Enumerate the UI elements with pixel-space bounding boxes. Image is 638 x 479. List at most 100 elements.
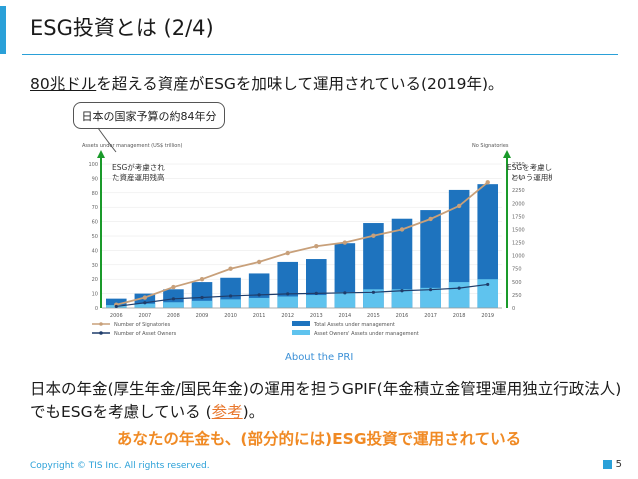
point-signatories bbox=[256, 259, 262, 265]
point-asset-owners bbox=[314, 291, 318, 295]
legend-marker bbox=[99, 322, 103, 326]
bar-asset-owners bbox=[191, 300, 213, 308]
y-tick-right: 1750 bbox=[512, 214, 525, 220]
legend-label: Number of Signatories bbox=[114, 322, 171, 328]
annotation-left: ESGが考慮され bbox=[112, 162, 165, 172]
y-tick-left: 100 bbox=[88, 162, 98, 168]
bar-total-assets bbox=[277, 261, 298, 308]
headline-amount: 80兆ドル bbox=[30, 75, 97, 93]
point-asset-owners bbox=[228, 294, 233, 298]
y-tick-right: 1250 bbox=[512, 241, 525, 247]
legend-swatch bbox=[292, 321, 310, 326]
callout-bubble: 日本の国家予算の約84年分 bbox=[73, 102, 225, 129]
y-tick-left: 0 bbox=[95, 306, 98, 312]
legend-marker bbox=[99, 331, 103, 335]
y-tick-left: 60 bbox=[92, 220, 98, 226]
point-asset-owners bbox=[257, 293, 261, 297]
legend-swatch bbox=[292, 330, 310, 335]
copyright: Copyright © TIS Inc. All rights reserved… bbox=[30, 461, 210, 471]
title-accent-bar bbox=[0, 6, 6, 54]
y-tick-left: 20 bbox=[92, 277, 98, 283]
bar-asset-owners bbox=[420, 287, 441, 308]
annotation-right: ESGを考慮します bbox=[507, 162, 552, 172]
callout-text: 日本の国家予算の約84年分 bbox=[81, 109, 217, 123]
point-asset-owners bbox=[400, 289, 404, 293]
bar-total-assets bbox=[363, 223, 384, 308]
x-tick: 2007 bbox=[138, 313, 151, 319]
legend-label: Asset Owners' Assets under management bbox=[314, 331, 419, 337]
point-asset-owners bbox=[486, 282, 490, 287]
x-tick: 2013 bbox=[310, 313, 323, 319]
point-asset-owners bbox=[286, 292, 290, 296]
x-tick: 2015 bbox=[367, 313, 380, 319]
x-tick: 2018 bbox=[453, 313, 466, 319]
point-signatories bbox=[371, 233, 376, 238]
bar-asset-owners bbox=[448, 282, 470, 308]
x-tick: 2019 bbox=[481, 313, 494, 319]
about-pri-link[interactable]: About the PRI bbox=[285, 352, 354, 363]
point-signatories bbox=[199, 277, 205, 282]
bar-asset-owners bbox=[391, 289, 413, 308]
point-signatories bbox=[428, 216, 433, 222]
x-tick: 2014 bbox=[338, 313, 351, 319]
point-asset-owners bbox=[457, 286, 461, 290]
body-text-after: )。 bbox=[242, 403, 265, 421]
point-signatories bbox=[142, 295, 148, 300]
y-tick-right: 750 bbox=[512, 267, 522, 273]
point-asset-owners bbox=[428, 288, 433, 292]
x-tick: 2006 bbox=[110, 313, 123, 319]
y-tick-right: 2500 bbox=[512, 175, 525, 181]
page-title: ESG投資とは (2/4) bbox=[30, 16, 214, 40]
x-tick: 2009 bbox=[196, 313, 209, 319]
chart-svg: Assets under management (US$ trillion) No… bbox=[82, 143, 567, 337]
right-axis-arrowhead bbox=[503, 150, 511, 158]
page-number: 5 bbox=[602, 459, 622, 470]
y-tick-left: 80 bbox=[92, 191, 98, 197]
point-signatories bbox=[228, 266, 233, 271]
x-tick: 2010 bbox=[224, 313, 237, 319]
page-marker-icon bbox=[602, 460, 612, 469]
point-signatories bbox=[342, 240, 348, 245]
headline-rest: を超える資産がESGを加味して運用されている(2019年)。 bbox=[96, 75, 504, 93]
point-asset-owners bbox=[371, 290, 376, 294]
y-tick-left: 70 bbox=[92, 205, 98, 211]
bar-asset-owners bbox=[477, 279, 498, 308]
point-asset-owners bbox=[343, 291, 347, 295]
chart-header-left: Assets under management (US$ trillion) bbox=[82, 143, 183, 149]
x-tick: 2016 bbox=[396, 313, 409, 319]
bar-total-assets bbox=[391, 218, 413, 308]
bar-asset-owners bbox=[134, 303, 156, 308]
y-tick-left: 10 bbox=[92, 292, 98, 298]
y-tick-left: 30 bbox=[92, 263, 98, 269]
point-signatories bbox=[171, 284, 176, 290]
bar-total-assets bbox=[477, 184, 498, 308]
reference-link[interactable]: 参考 bbox=[211, 403, 243, 421]
point-signatories bbox=[314, 244, 319, 249]
bar-total-assets bbox=[448, 189, 470, 308]
emphasis-message: あなたの年金も、(部分的には)ESG投資で運用されている bbox=[116, 430, 522, 448]
y-tick-right: 2250 bbox=[512, 188, 525, 194]
bar-asset-owners bbox=[163, 302, 184, 308]
point-signatories bbox=[285, 250, 290, 256]
line-asset-owners bbox=[116, 283, 488, 308]
point-signatories bbox=[399, 227, 405, 232]
y-tick-right: 1000 bbox=[512, 254, 525, 260]
chart-header-right: No Signatories bbox=[472, 143, 509, 149]
esg-chart: Assets under management (US$ trillion) No… bbox=[82, 138, 567, 338]
point-asset-owners bbox=[200, 295, 204, 300]
annotation-right: という運用機関 bbox=[511, 172, 552, 182]
legend-label: Total Assets under management bbox=[313, 322, 395, 328]
y-tick-right: 2000 bbox=[512, 201, 525, 207]
y-tick-left: 40 bbox=[92, 248, 98, 254]
bar-total-assets bbox=[420, 210, 441, 308]
x-tick: 2017 bbox=[424, 313, 437, 319]
bar-asset-owners bbox=[220, 299, 241, 308]
point-signatories bbox=[456, 203, 462, 209]
bar-asset-owners bbox=[306, 295, 327, 308]
legend-label: Number of Asset Owners bbox=[114, 331, 177, 337]
bar-asset-owners bbox=[334, 292, 356, 308]
annotation-left: た資産運用残高 bbox=[112, 172, 165, 182]
x-tick: 2012 bbox=[281, 313, 294, 319]
point-asset-owners bbox=[114, 304, 118, 309]
